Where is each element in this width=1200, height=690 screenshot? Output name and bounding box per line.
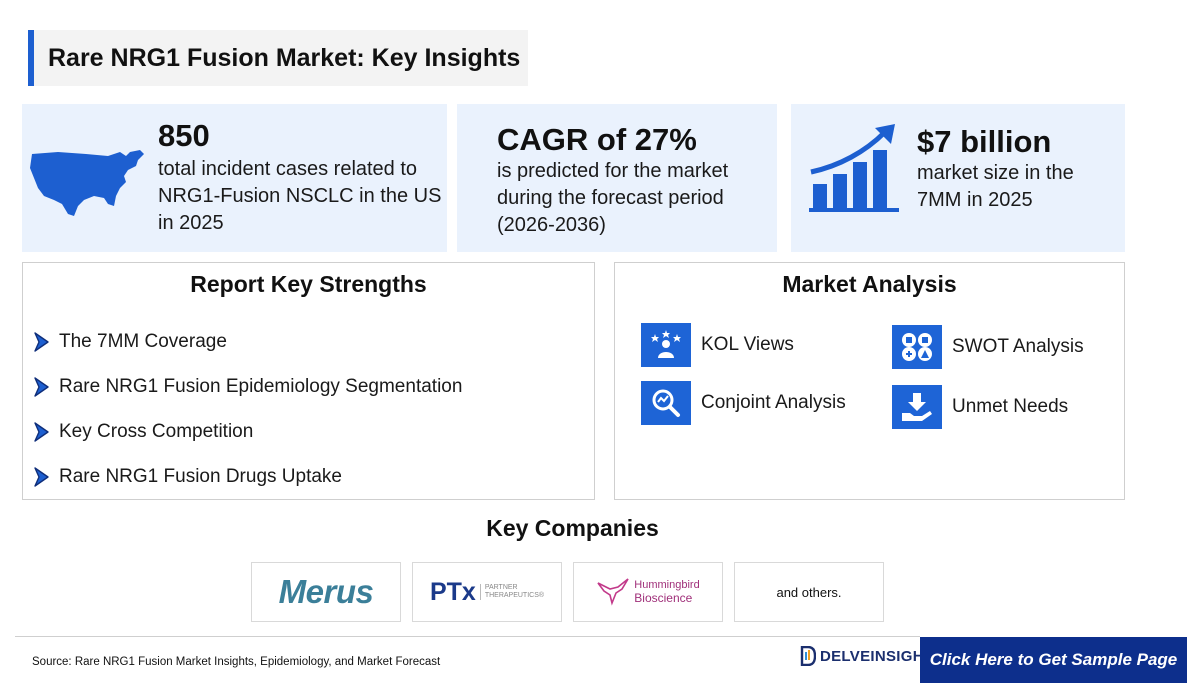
stat-card-market-size: $7 billion market size in the 7MM in 202… <box>791 104 1125 252</box>
market-item-unmet-needs: Unmet Needs <box>892 385 1068 429</box>
market-item-kol-views: KOL Views <box>641 323 794 367</box>
merus-logo-text: Merus <box>278 573 374 610</box>
strength-label: Key Cross Competition <box>59 420 254 442</box>
market-item-conjoint-analysis: Conjoint Analysis <box>641 381 846 425</box>
market-analysis-title: Market Analysis <box>782 271 957 297</box>
list-item: Rare NRG1 Fusion Drugs Uptake <box>33 454 462 499</box>
stat-card-cagr: CAGR of 27% is predicted for the market … <box>457 104 777 252</box>
chevron-right-icon <box>34 331 49 352</box>
hummingbird-logo-line2: Bioscience <box>634 591 693 605</box>
strengths-list: The 7MM Coverage Rare NRG1 Fusion Epidem… <box>33 319 462 499</box>
conjoint-icon <box>641 381 691 425</box>
strength-label: The 7MM Coverage <box>59 330 227 352</box>
list-item: The 7MM Coverage <box>33 319 462 364</box>
footer-divider <box>15 636 920 637</box>
delveinsight-logo: DELVEINSIGHT <box>800 646 933 666</box>
get-sample-page-button[interactable]: Click Here to Get Sample Page <box>920 637 1187 683</box>
ptx-logo-text: PTx <box>429 577 476 606</box>
title-box: Rare NRG1 Fusion Market: Key Insights <box>28 30 528 86</box>
brand-name: DELVEINSIGHT <box>820 647 934 665</box>
company-others: and others. <box>734 562 884 622</box>
us-cases-description: total incident cases related to NRG1-Fus… <box>158 158 442 234</box>
us-map-icon <box>28 144 150 229</box>
strength-label: Rare NRG1 Fusion Epidemiology Segmentati… <box>59 375 463 397</box>
others-text: and others. <box>776 584 842 600</box>
unmet-needs-icon <box>892 385 942 429</box>
stat-card-us-cases: 850 total incident cases related to NRG1… <box>22 104 447 252</box>
companies-title: Key Companies <box>486 515 659 541</box>
source-note: Source: Rare NRG1 Fusion Market Insights… <box>32 656 441 668</box>
cagr-description: is predicted for the market during the f… <box>497 160 729 236</box>
delveinsight-logo-icon <box>800 646 816 666</box>
market-item-label: Conjoint Analysis <box>701 392 846 413</box>
market-item-swot-analysis: SWOT Analysis <box>892 325 1084 369</box>
company-logo-merus: Merus <box>251 562 401 622</box>
list-item: Key Cross Competition <box>33 409 462 454</box>
cagr-value: CAGR of 27% <box>497 122 697 157</box>
strengths-title: Report Key Strengths <box>190 271 427 297</box>
hummingbird-logo-line1: Hummingbird <box>634 579 700 591</box>
swot-icon <box>892 325 942 369</box>
market-size-description: market size in the 7MM in 2025 <box>917 162 1074 211</box>
market-item-label: SWOT Analysis <box>952 336 1084 357</box>
list-item: Rare NRG1 Fusion Epidemiology Segmentati… <box>33 364 462 409</box>
chevron-right-icon <box>34 466 49 487</box>
hummingbird-icon <box>597 578 629 606</box>
company-logo-ptx: PTx PARTNER THERAPEUTICS® <box>412 562 562 622</box>
market-analysis-panel: Market Analysis KOL Views <box>614 262 1125 500</box>
market-item-label: KOL Views <box>701 334 794 355</box>
us-cases-value: 850 <box>158 118 210 153</box>
strengths-panel: Report Key Strengths The 7MM Coverage Ra… <box>22 262 595 500</box>
market-size-value: $7 billion <box>917 124 1052 159</box>
growth-chart-icon <box>809 122 905 219</box>
chevron-right-icon <box>34 421 49 442</box>
page-title: Rare NRG1 Fusion Market: Key Insights <box>48 43 521 72</box>
ptx-logo-subtext: PARTNER THERAPEUTICS® <box>479 584 544 600</box>
company-logo-hummingbird: Hummingbird Bioscience <box>573 562 723 622</box>
strength-label: Rare NRG1 Fusion Drugs Uptake <box>59 465 342 487</box>
kol-icon <box>641 323 691 367</box>
chevron-right-icon <box>34 376 49 397</box>
market-item-label: Unmet Needs <box>952 396 1069 417</box>
